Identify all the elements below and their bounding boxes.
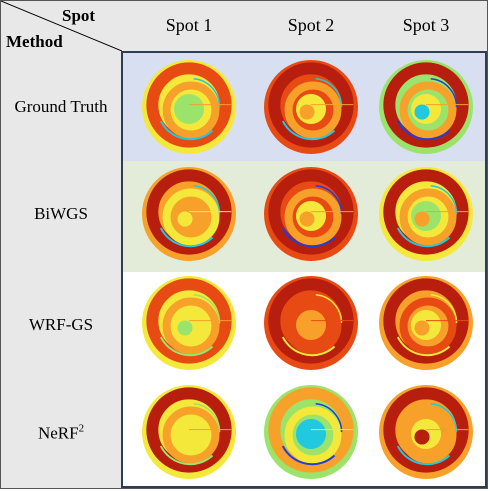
heatmap-disc-r2-c2: [264, 167, 358, 261]
heatmap-disc-r1-c3: [379, 60, 473, 154]
header-row: [1, 1, 487, 51]
heatmap-disc-r1-c2: [264, 60, 358, 154]
heatmap-disc-r2-c3: [379, 167, 473, 261]
heatmap-disc-r3-c1: [142, 276, 236, 370]
column-header-spot-3: Spot 3: [402, 15, 450, 35]
column-header-spot-2: Spot 2: [287, 15, 335, 35]
row-label-nerf2: NeRF2: [38, 423, 84, 444]
row-label-ground-truth: Ground Truth: [14, 97, 108, 116]
row-label-biwgs: BiWGS: [34, 204, 88, 223]
corner-spot-label: Spot: [62, 6, 96, 25]
row-label-nerf2-superscript: 2: [78, 422, 85, 435]
heatmap-disc-r4-c2: [264, 385, 358, 479]
heatmap-disc-r3-c3: [379, 276, 473, 370]
method-column: [1, 51, 121, 488]
heatmap-disc-r4-c1: [142, 385, 236, 479]
corner-method-label: Method: [6, 32, 63, 51]
corner-diagonal: [1, 1, 122, 51]
heatmap-disc-r3-c2: [264, 276, 358, 370]
heatmap-disc-r4-c3: [379, 385, 473, 479]
column-header-spot-1: Spot 1: [165, 15, 213, 35]
row-label-wrf-gs: WRF-GS: [28, 315, 94, 334]
row-label-nerf2-text: NeRF: [37, 423, 79, 443]
heatmap-disc-r1-c1: [142, 60, 236, 154]
heatmap-disc-r2-c1: [142, 167, 236, 261]
